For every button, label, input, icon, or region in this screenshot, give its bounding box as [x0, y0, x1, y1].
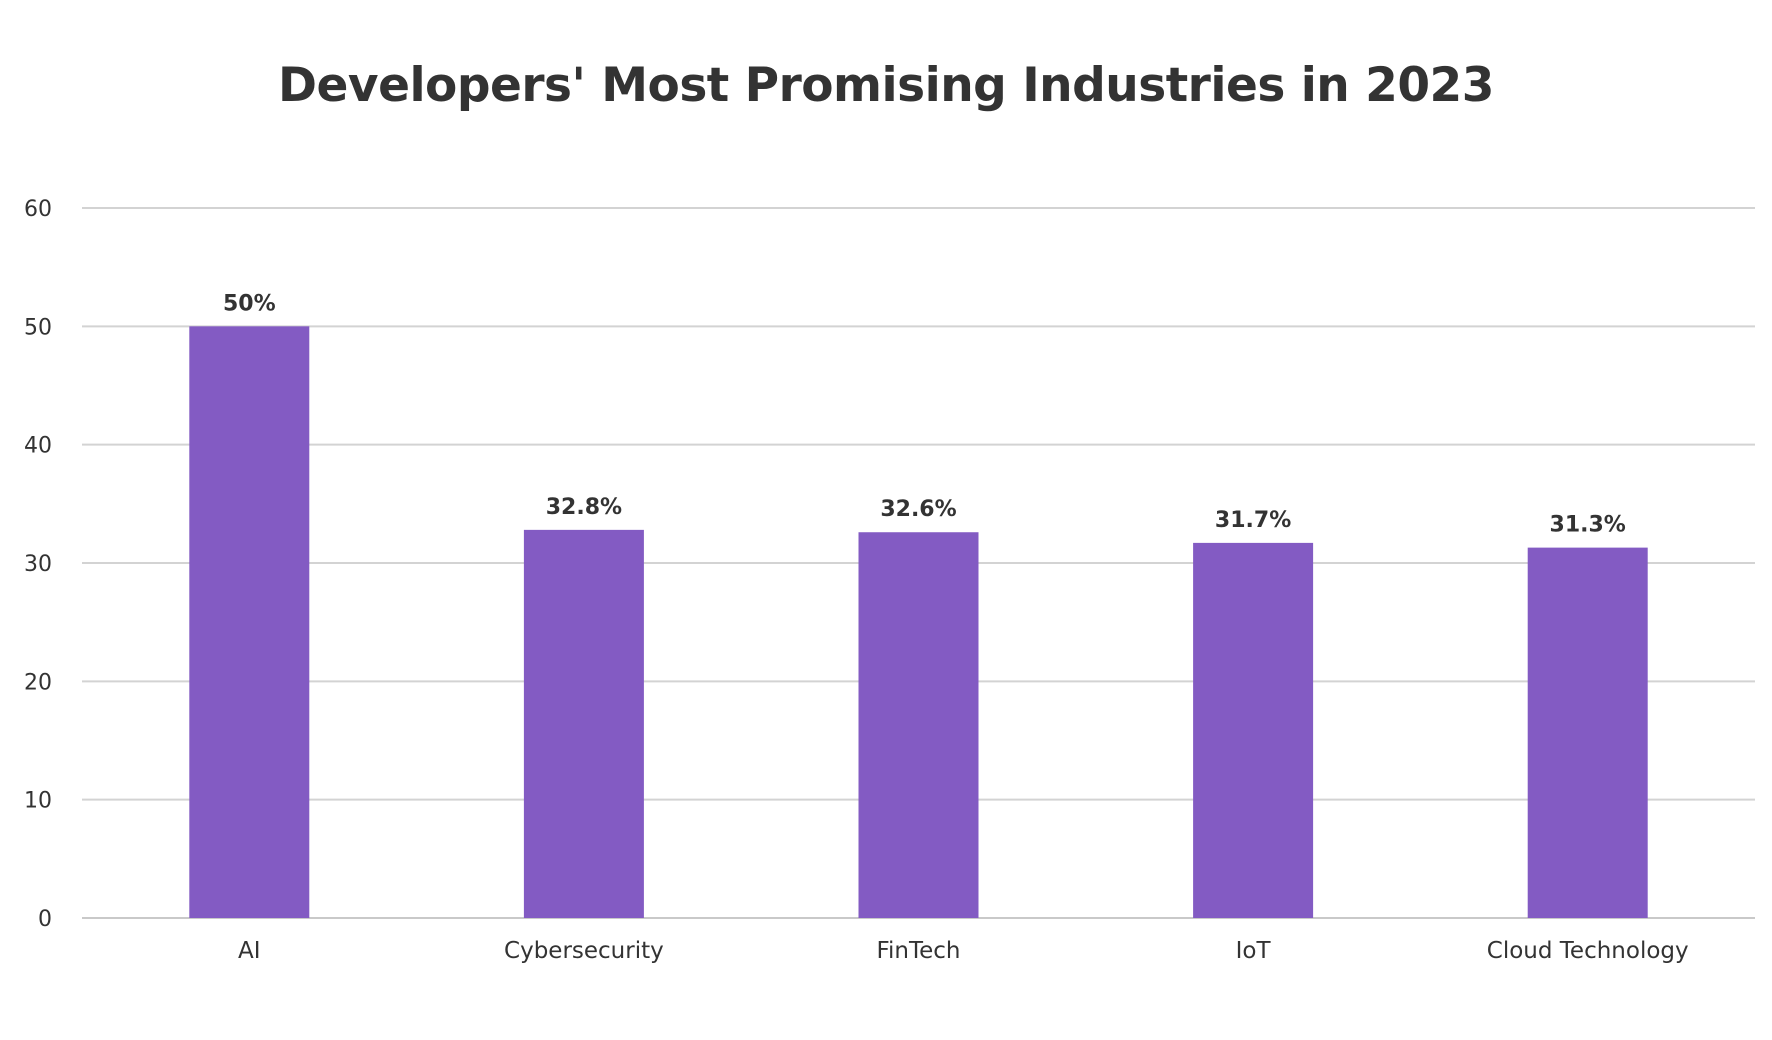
- data-label: 31.7%: [1215, 508, 1291, 533]
- bar-iot: [1193, 542, 1314, 918]
- x-tick-label: FinTech: [876, 938, 960, 964]
- bar-ai: [189, 326, 310, 918]
- y-tick-label: 0: [38, 907, 52, 932]
- x-tick-label: Cybersecurity: [504, 938, 664, 964]
- bar-cybersecurity: [523, 529, 644, 918]
- bars: [189, 326, 1648, 918]
- data-label: 31.3%: [1550, 513, 1626, 538]
- data-label: 50%: [223, 291, 276, 316]
- bar-fintech: [858, 532, 979, 918]
- data-label: 32.6%: [880, 497, 956, 522]
- y-tick-label: 40: [24, 434, 52, 459]
- y-tick-label: 60: [24, 197, 52, 222]
- data-label: 32.8%: [546, 495, 622, 520]
- y-tick-label: 30: [24, 552, 52, 577]
- chart-title: Developers' Most Promising Industries in…: [278, 58, 1494, 113]
- bar-cloud-technology: [1527, 547, 1648, 918]
- data-labels: 50% 32.8% 32.6% 31.7% 31.3%: [223, 291, 1626, 537]
- y-tick-label: 10: [24, 789, 52, 814]
- y-axis-ticks: 0 10 20 30 40 50 60: [24, 197, 52, 932]
- x-axis-labels: AI Cybersecurity FinTech IoT Cloud Technolog…: [238, 938, 1689, 964]
- y-tick-label: 50: [24, 315, 52, 340]
- x-tick-label: Cloud Technology: [1487, 938, 1689, 964]
- y-tick-label: 20: [24, 670, 52, 695]
- x-tick-label: IoT: [1236, 938, 1272, 964]
- x-tick-label: AI: [238, 938, 261, 964]
